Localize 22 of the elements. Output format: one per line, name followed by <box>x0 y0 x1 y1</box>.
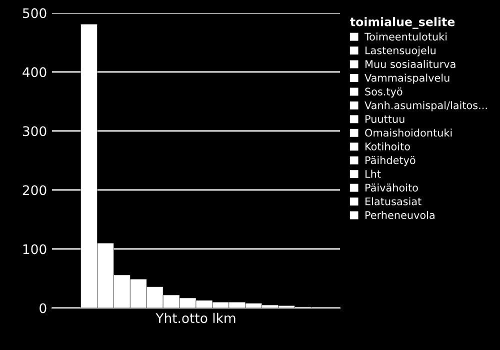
legend-label: Lht <box>366 170 381 178</box>
legend-label: Päihdetyö <box>366 156 416 166</box>
y-tick-label: 500 <box>22 8 46 18</box>
legend-label: Omaishoidontuki <box>365 128 452 137</box>
legend-label: Muu sosiaaliturva <box>366 60 456 68</box>
legend-title: toimialue_selite <box>350 17 455 29</box>
legend-label: Vanh.asumispal/laitos... <box>364 101 487 112</box>
y-tick-label: 100 <box>23 244 46 254</box>
y-tick-label: 0 <box>40 303 46 314</box>
legend-label: Vammaispalvelu <box>364 74 450 84</box>
y-tick-label: 300 <box>22 126 46 136</box>
y-tick-label: 400 <box>22 67 46 78</box>
legend-label: Toimeentulotuki <box>364 32 447 41</box>
legend-label: Perheneuvola <box>366 210 434 220</box>
legend-label: Elatusasiat <box>366 197 422 206</box>
legend-label: Kotihoito <box>366 142 410 150</box>
x-tick-label: Yht.otto lkm <box>156 312 236 324</box>
legend-label: Päivähoito <box>366 184 418 192</box>
y-tick-label: 200 <box>22 185 46 196</box>
legend-label: Lastensuojelu <box>366 46 436 56</box>
legend-label: Puuttuu <box>366 115 404 123</box>
legend-label: Sos.työ <box>365 87 402 98</box>
